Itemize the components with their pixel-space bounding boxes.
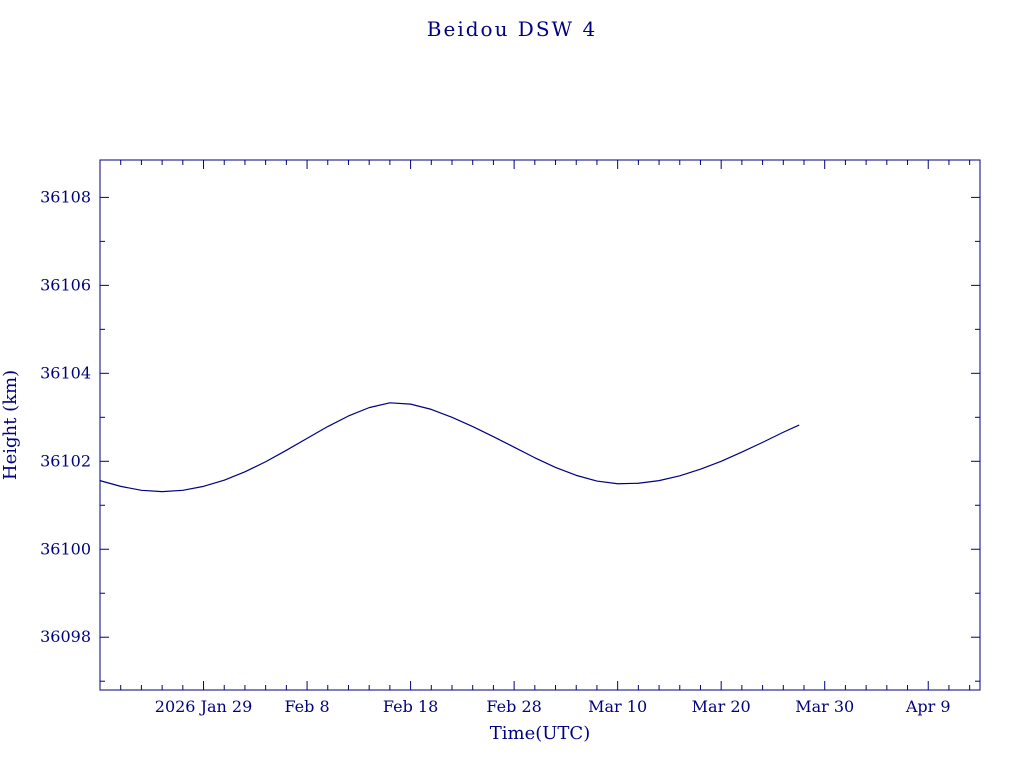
x-tick-label: Mar 20 — [692, 697, 751, 716]
y-tick-label: 36104 — [40, 363, 91, 382]
y-tick-label: 36100 — [40, 539, 91, 558]
y-tick-label: 36106 — [40, 275, 91, 294]
x-tick-label: 2026 Jan 29 — [155, 697, 253, 716]
x-tick-label: Mar 10 — [588, 697, 647, 716]
y-tick-label: 36098 — [40, 627, 91, 646]
y-tick-label: 36102 — [40, 451, 91, 470]
y-axis-label: Height (km) — [0, 370, 21, 480]
axes: 2026 Jan 29 Feb 8 Feb 18 Feb 28 Mar 10 Mar 20… — [40, 159, 981, 716]
x-tick-label: Apr 9 — [905, 697, 951, 716]
x-tick-label: Feb 18 — [383, 697, 438, 716]
plot-frame — [99, 159, 981, 691]
chart-title: Beidou DSW 4 — [427, 17, 597, 41]
y-tick-label: 36108 — [40, 187, 91, 206]
x-axis-label: Time(UTC) — [490, 723, 590, 744]
x-tick-label: Mar 30 — [795, 697, 854, 716]
height-curve — [99, 402, 800, 493]
x-tick-label: Feb 8 — [284, 697, 329, 716]
x-tick-label: Feb 28 — [486, 697, 541, 716]
